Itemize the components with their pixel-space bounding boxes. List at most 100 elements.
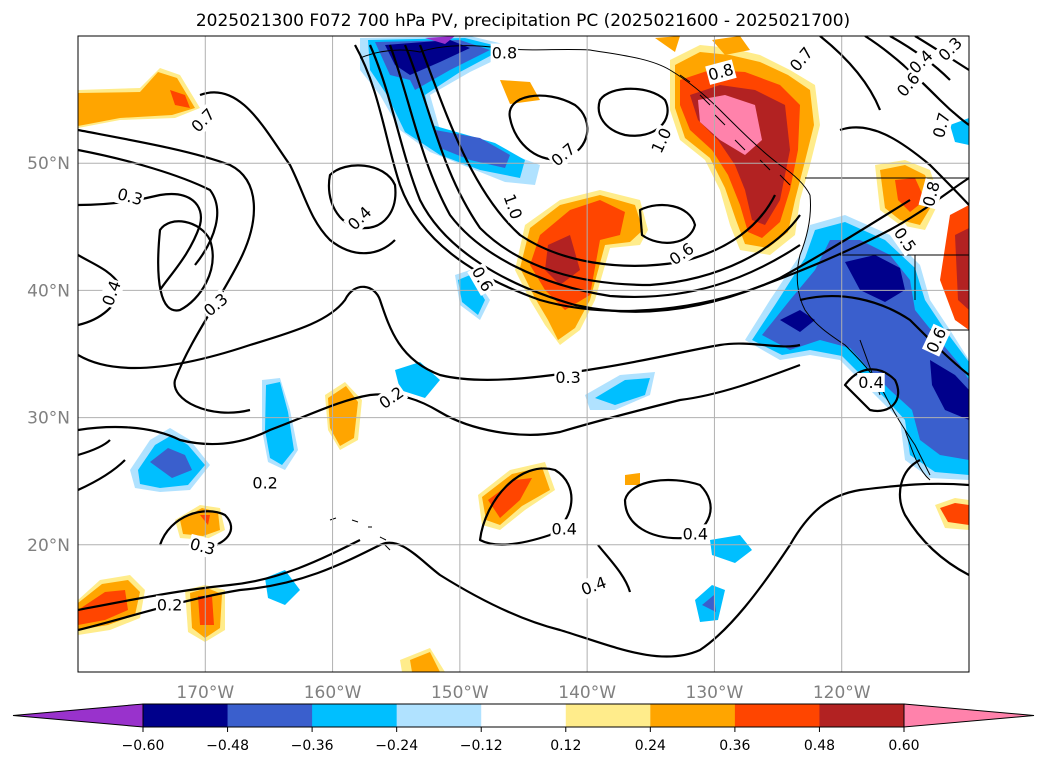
colorbar-tick-label: 0.36: [719, 738, 750, 754]
colorbar-tick-label: −0.24: [375, 738, 418, 754]
coast-west-us: [796, 194, 931, 476]
colorbar-swatch: [819, 704, 905, 727]
pv-contour-se: [898, 459, 969, 576]
contour-label-bg: [933, 36, 967, 66]
neg-spot-1: [458, 275, 485, 315]
pv-contour-south-1: [78, 482, 969, 658]
coast-baja: [904, 429, 931, 481]
contour-label-bg: [97, 276, 126, 310]
lon-tick-label: 170°W: [176, 683, 234, 703]
pv-contour-trough-2: [368, 44, 911, 313]
pv-contour-mid-w: [157, 220, 214, 312]
pos-spot-2: [328, 386, 358, 446]
pos-spot-7-red: [198, 596, 214, 625]
gridlines: [78, 36, 969, 672]
neg-spot-8-mid: [702, 595, 716, 612]
pv-contour-ne: [819, 36, 969, 126]
neg-spot-4: [265, 382, 294, 465]
pos-spot-6-red: [78, 590, 128, 625]
contour-label-bg: [490, 43, 519, 63]
neg-spot-7: [710, 535, 752, 563]
contour-label-bg: [251, 473, 279, 493]
lon-tick-label: 140°W: [558, 683, 616, 703]
pos-nw-red: [170, 90, 190, 108]
neg-cal-mid: [762, 240, 969, 460]
contour-label-bg: [186, 533, 219, 560]
colorbar-tick-label: −0.36: [291, 738, 334, 754]
contour-label-bg: [114, 184, 146, 210]
pv-contour-closed-w: [327, 164, 397, 230]
pv-contours: [78, 36, 969, 658]
lat-tick-labels: 20°N 30°N 40°N 50°N: [27, 154, 70, 556]
contour-label-bg: [186, 103, 220, 137]
pv-contour-cal-2: [843, 368, 900, 413]
neg-core-purple: [425, 36, 455, 44]
pv-contour-west-1: [78, 128, 256, 414]
contour-label: 0.4: [857, 372, 885, 392]
contour-label-text: 0.4: [858, 373, 883, 392]
contour-label-bg: [664, 238, 699, 270]
colorbar-tick-label: −0.48: [206, 738, 249, 754]
pv-contour-closed-s4: [158, 510, 233, 550]
contour-label-bg: [550, 519, 578, 539]
lon-tick-label: 150°W: [431, 683, 489, 703]
colorbar: −0.60 −0.48 −0.36 −0.24 −0.12 0.12 0.24 0.36 0.4…: [12, 703, 1035, 754]
contour-label-bg: [546, 138, 580, 171]
contour-label-bg: [647, 124, 676, 157]
lat-tick-label: 20°N: [27, 536, 70, 556]
lon-tick-labels: 170°W 160°W 150°W 140°W 130°W 120°W: [176, 683, 870, 703]
neg-spot-3: [595, 378, 650, 405]
contour-label-text: 0.4: [552, 519, 577, 538]
contour-label-bg: [921, 323, 951, 357]
contour-label-bg: [785, 42, 818, 76]
pos-nw: [78, 72, 195, 126]
colorbar-extend-low: [12, 703, 144, 728]
pos-east-edge-dark: [955, 228, 969, 310]
chart-title: 2025021300 F072 700 hPa PV, precipitatio…: [196, 11, 850, 31]
neg-spot-6: [265, 570, 300, 605]
colorbar-tick-label: 0.24: [635, 738, 666, 754]
lat-tick-label: 30°N: [27, 409, 70, 429]
colorbar-swatch: [396, 704, 482, 727]
contour-label-text: 0.3: [555, 368, 580, 387]
contour-label-text: 0.8: [492, 44, 517, 63]
colorbar-tick-label: 0.60: [888, 738, 919, 754]
pv-contour-closed-mid: [638, 203, 697, 244]
contour-label-bg: [577, 572, 610, 600]
colorbar-frame: [142, 703, 905, 728]
colorbar-swatch: [481, 704, 567, 727]
lon-tick-label: 130°W: [686, 683, 744, 703]
pos-spot-11: [655, 36, 680, 52]
contour-label-bg: [499, 190, 527, 223]
contour-label-bg: [343, 201, 377, 235]
colorbar-swatch: [650, 704, 736, 727]
pv-contour-ne-2: [839, 126, 969, 206]
coast-alaska: [359, 45, 811, 196]
neg-cal-core: [780, 255, 969, 420]
colorbar-tick-label: 0.48: [804, 738, 835, 754]
contour-label: 0.8: [490, 43, 519, 63]
contour-label-bg: [467, 262, 498, 296]
contour-label-bg: [892, 68, 925, 102]
contour-label-bg: [681, 524, 710, 544]
pv-contour-sw: [78, 439, 126, 492]
contour-label: 0.2: [155, 595, 184, 615]
contour-label-bg: [374, 382, 409, 414]
colorbar-tick-label: 0.12: [550, 738, 581, 754]
contour-label-bg: [554, 367, 582, 387]
lon-tick-label: 120°W: [813, 683, 871, 703]
pv-contour-closed-s1: [478, 467, 573, 546]
pv-contour-trough-3: [388, 44, 801, 298]
colorbar-swatch: [143, 704, 229, 727]
map-panel: 0.80.8 0.7 0.40.60.30.70.70.7 1.01.00.30.40…: [78, 36, 969, 672]
colorbar-tick-label: −0.12: [460, 738, 503, 754]
map-frame: [77, 35, 970, 673]
contour-label-text: 0.2: [157, 596, 182, 615]
contour-label-bg: [857, 372, 885, 392]
contour-label-bg: [155, 595, 184, 615]
contour-label-bg: [928, 109, 955, 141]
lat-tick-label: 50°N: [27, 154, 70, 174]
pos-spot-a: [500, 80, 540, 104]
contour-label-text: 0.4: [683, 524, 708, 543]
contour-label: 0.3: [114, 184, 146, 210]
